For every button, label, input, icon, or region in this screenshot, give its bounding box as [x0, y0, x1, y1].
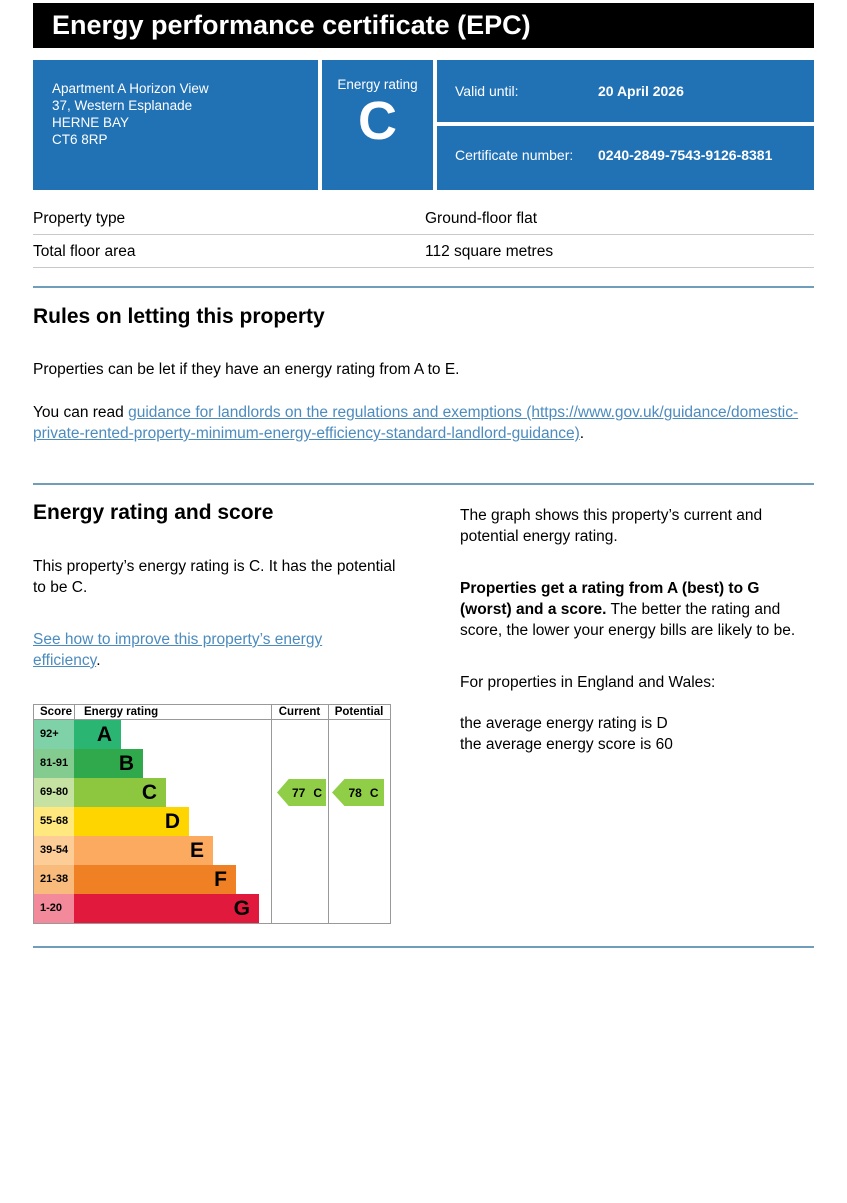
potential-score: 78: [348, 785, 362, 800]
rating-heading: Energy rating and score: [33, 501, 274, 524]
column-header-score: Score: [40, 706, 72, 718]
page-title-bar: Energy performance certificate (EPC): [33, 3, 814, 48]
band-bar-e: E: [74, 836, 213, 865]
epc-band-row-b: 81-91 B: [34, 749, 390, 778]
epc-chart-header: Score Energy rating Current Potential: [34, 705, 390, 720]
improve-paragraph: See how to improve this property’s energ…: [33, 629, 383, 671]
band-score-range: 21-38: [34, 865, 74, 894]
graph-description-paragraph: The graph shows this property’s current …: [460, 507, 763, 545]
column-header-energy-rating: Energy rating: [74, 705, 271, 719]
guidance-text-suffix: .: [579, 425, 585, 442]
rating-explanation-paragraph: Properties get a rating from A (best) to…: [460, 578, 814, 641]
rating-explanation-rest: The better the rating and score, the low…: [460, 601, 796, 639]
energy-rating-letter: C: [358, 91, 397, 151]
band-score-range: 92+: [34, 720, 74, 749]
band-score-range: 55-68: [34, 807, 74, 836]
energy-rating-section: Energy rating and score This property’s …: [33, 485, 814, 924]
band-bar-g: G: [74, 894, 259, 923]
address-line-4: CT6 8RP: [52, 132, 108, 147]
landlord-guidance-link[interactable]: guidance for landlords on the regulation…: [33, 404, 799, 442]
address-line-2: 37, Western Esplanade: [52, 98, 193, 113]
property-address: Apartment A Horizon View 37, Western Esp…: [33, 60, 318, 190]
band-bar-c: C: [74, 778, 166, 807]
column-divider: [328, 705, 329, 923]
rules-paragraph: Properties can be let if they have an en…: [33, 361, 460, 378]
column-header-current: Current: [278, 706, 321, 718]
certificate-number-label: Certificate number:: [455, 147, 574, 163]
band-score-range: 69-80: [34, 778, 74, 807]
band-bar-a: A: [74, 720, 121, 749]
epc-document: Energy performance certificate (EPC) Apa…: [0, 3, 847, 948]
rating-summary-paragraph: This property’s energy rating is C. It h…: [33, 558, 396, 596]
summary-panel: Apartment A Horizon View 37, Western Esp…: [33, 60, 814, 190]
table-row: Property type Ground-floor flat: [33, 202, 814, 235]
valid-until-value: 20 April 2026: [598, 83, 684, 99]
rules-section: Rules on letting this property Propertie…: [33, 305, 814, 444]
band-bar-d: D: [74, 807, 189, 836]
current-letter: C: [313, 785, 323, 800]
rating-explanation-bold: Properties get a rating from A (best) to…: [460, 580, 760, 618]
certificate-number-value: 0240-2849-7543-9126-8381: [598, 147, 773, 163]
valid-until-label: Valid until:: [455, 83, 519, 99]
epc-band-row-a: 92+ A: [34, 720, 390, 749]
property-facts-table: Property type Ground-floor flat Total fl…: [33, 202, 814, 268]
address-line-1: Apartment A Horizon View: [52, 81, 209, 96]
energy-rating-badge: Energy rating C: [322, 60, 433, 190]
averages-paragraph: the average energy rating is D the averag…: [460, 713, 814, 755]
rules-heading: Rules on letting this property: [33, 305, 325, 328]
property-type-value: Ground-floor flat: [425, 210, 537, 227]
address-line-3: HERNE BAY: [52, 115, 130, 130]
page-title: Energy performance certificate (EPC): [52, 10, 531, 40]
improve-efficiency-link[interactable]: See how to improve this property’s energ…: [33, 631, 323, 669]
energy-rating-label: Energy rating: [337, 77, 418, 92]
potential-letter: C: [369, 785, 379, 800]
epc-band-row-f: 21-38 F: [34, 865, 390, 894]
table-row: Total floor area 112 square metres: [33, 235, 814, 268]
current-score: 77: [291, 785, 306, 800]
improve-link-suffix: .: [96, 652, 101, 669]
certificate-number-box: Certificate number: 0240-2849-7543-9126-…: [437, 126, 814, 190]
summary-right-column: Valid until: 20 April 2026 Certificate n…: [437, 60, 814, 190]
current-rating-arrow: 77 C: [277, 779, 326, 806]
average-score-line: the average energy score is 60: [460, 736, 673, 753]
band-bar-b: B: [74, 749, 143, 778]
band-score-range: 1-20: [34, 894, 74, 923]
band-score-range: 81-91: [34, 749, 74, 778]
rating-left-column: Energy rating and score This property’s …: [33, 485, 433, 924]
property-type-label: Property type: [33, 210, 126, 227]
epc-band-row-d: 55-68 D: [34, 807, 390, 836]
valid-until-box: Valid until: 20 April 2026: [437, 60, 814, 122]
band-bar-f: F: [74, 865, 236, 894]
rating-right-column: The graph shows this property’s current …: [460, 485, 814, 924]
floor-area-label: Total floor area: [33, 243, 136, 260]
epc-chart: Score Energy rating Current Potential 92…: [33, 704, 391, 924]
rules-guidance-paragraph: You can read guidance for landlords on t…: [33, 402, 814, 444]
epc-chart-body: 92+ A 81-91 B 69-80 C 55-68 D 39-54 E 21-38 F 1-20 G 7…: [34, 720, 390, 923]
section-divider: [33, 946, 814, 948]
england-wales-paragraph: For properties in England and Wales:: [460, 674, 716, 691]
potential-rating-arrow: 78 C: [332, 779, 384, 806]
epc-band-row-e: 39-54 E: [34, 836, 390, 865]
epc-band-row-g: 1-20 G: [34, 894, 390, 923]
band-score-range: 39-54: [34, 836, 74, 865]
section-divider: [33, 483, 814, 485]
column-header-potential: Potential: [334, 706, 384, 718]
average-rating-line: the average energy rating is D: [460, 715, 668, 732]
section-divider: [33, 286, 814, 288]
guidance-text-prefix: You can read: [33, 404, 129, 421]
epc-band-row-c: 69-80 C: [34, 778, 390, 807]
floor-area-value: 112 square metres: [425, 243, 554, 260]
column-divider: [271, 705, 272, 923]
